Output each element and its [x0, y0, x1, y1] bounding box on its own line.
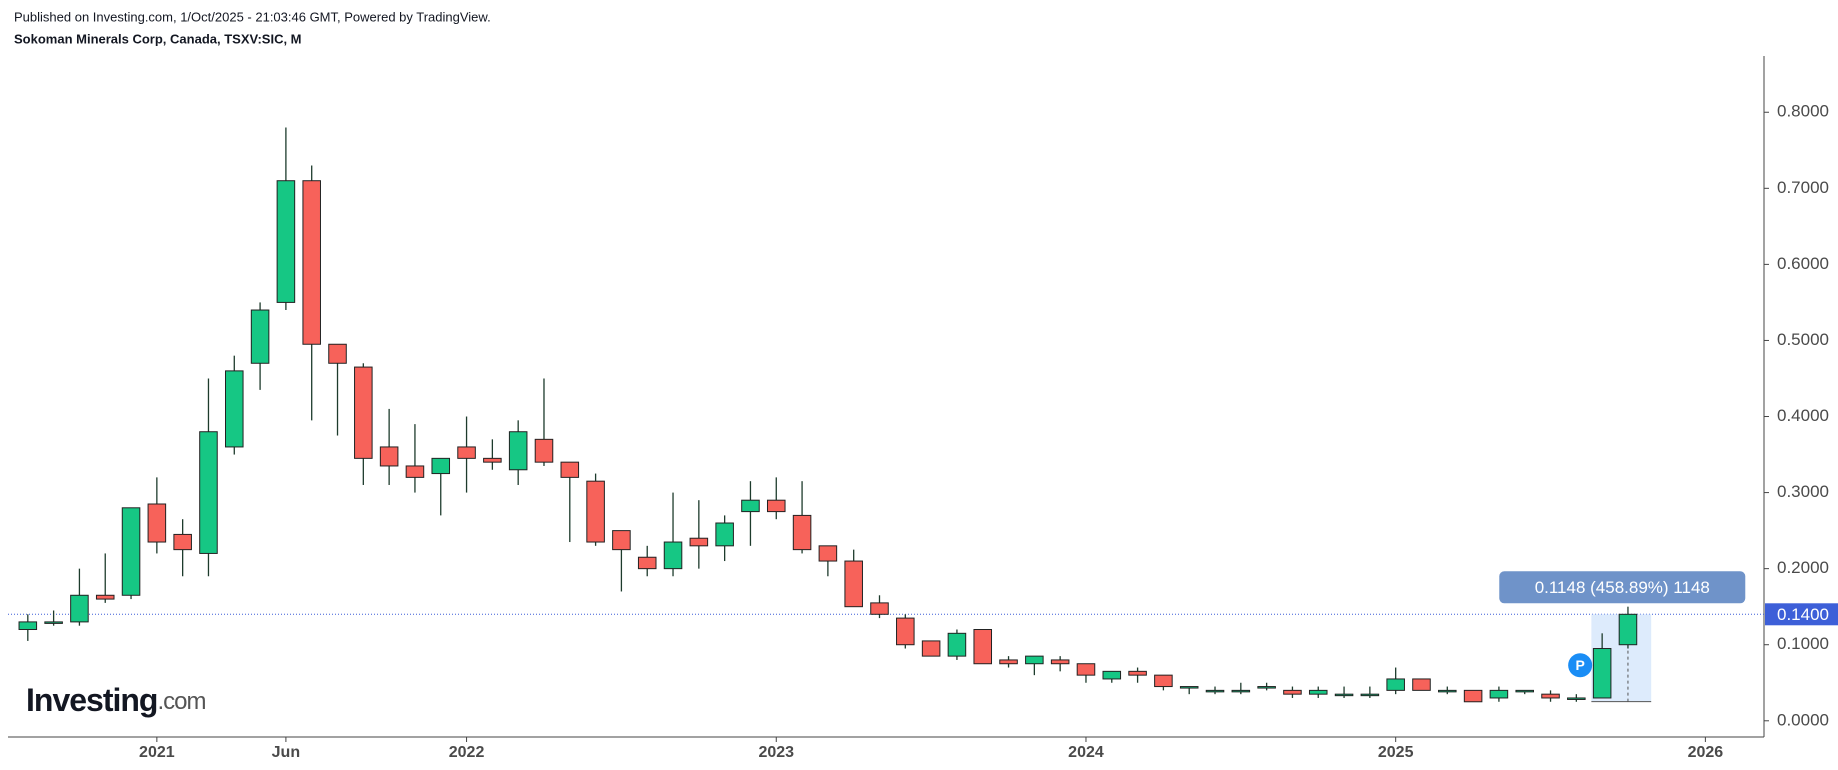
measure-label-bg	[1499, 571, 1746, 604]
y-tick-label: 0.0000	[1777, 710, 1829, 729]
candle-body	[483, 457, 502, 463]
candle-body	[947, 632, 967, 657]
candle-body	[1463, 689, 1483, 703]
candle-body	[1257, 686, 1276, 689]
candle-body	[276, 180, 296, 303]
candle-body	[457, 446, 476, 459]
candle-body	[1283, 689, 1302, 695]
candle-body	[1438, 689, 1457, 693]
candle-body	[1050, 659, 1070, 665]
candle-body	[818, 545, 838, 562]
logo-suffix: .com	[157, 688, 205, 715]
candle-body	[999, 659, 1018, 665]
candle-body	[1592, 648, 1612, 699]
candle-body	[1515, 689, 1534, 693]
candle-body	[173, 533, 192, 551]
symbol-title: Sokoman Minerals Corp, Canada, TSXV:SIC,…	[14, 31, 302, 46]
candle-body	[896, 617, 915, 646]
candle-body	[250, 309, 270, 364]
candle-body	[95, 594, 115, 600]
candle-body	[973, 629, 993, 665]
x-tick-label: 2026	[1688, 744, 1724, 761]
candle-body	[70, 594, 89, 623]
y-tick-label: 0.8000	[1777, 102, 1829, 121]
candle-body	[844, 560, 863, 608]
candle-body	[1541, 693, 1560, 699]
candle-body	[1102, 670, 1122, 680]
candle-body	[1567, 697, 1586, 700]
x-tick-label: 2023	[758, 744, 794, 761]
measure-label: 0.1148 (458.89%) 1148	[1499, 571, 1746, 604]
candle-body	[508, 431, 528, 471]
candle-body	[1489, 689, 1509, 699]
x-tick-label: 2024	[1068, 744, 1104, 761]
candle-body	[1334, 693, 1354, 697]
y-tick-label: 0.4000	[1777, 406, 1829, 425]
candle-body	[1128, 670, 1147, 676]
candle-body	[1360, 693, 1380, 697]
candle-body	[586, 480, 605, 543]
candle-body	[405, 465, 425, 478]
candle-body	[44, 621, 63, 624]
x-tick-label: 2025	[1378, 744, 1414, 761]
logo: Investing.com	[26, 682, 205, 718]
y-tick-label: 0.3000	[1777, 482, 1829, 501]
candle-body	[766, 499, 786, 513]
candle-body	[328, 343, 347, 364]
last-price-tag	[1765, 603, 1838, 626]
last-price-label: 0.1400	[1777, 605, 1829, 624]
x-tick-label: 2022	[449, 744, 485, 761]
candle-body	[637, 556, 657, 570]
candle-body	[199, 431, 218, 554]
x-tick-label: Jun	[272, 744, 300, 761]
candle-body	[715, 522, 734, 547]
candle-body	[18, 621, 38, 631]
x-tick-label: 2021	[139, 744, 175, 761]
candle-body	[870, 602, 889, 615]
candle-body	[1386, 678, 1405, 691]
candle-body	[1025, 655, 1044, 665]
candle-body	[741, 499, 760, 513]
y-tick-label: 0.2000	[1777, 558, 1829, 577]
candle-body	[1076, 663, 1096, 676]
candle-body	[792, 514, 812, 551]
marker-icon	[1568, 653, 1593, 678]
y-tick-label: 0.7000	[1777, 178, 1829, 197]
candle-body	[121, 507, 141, 596]
candle-body	[1231, 689, 1251, 693]
candle-body	[1179, 686, 1199, 689]
candle-body	[560, 461, 580, 478]
marker-text: P	[1575, 657, 1584, 673]
candle-body	[225, 370, 244, 448]
candle-body	[612, 530, 631, 551]
logo-name: Investing	[26, 682, 157, 718]
y-tick-label: 0.6000	[1777, 254, 1829, 273]
measure-label-text: 0.1148 (458.89%) 1148	[1535, 578, 1710, 597]
candle-body	[1308, 689, 1328, 695]
candle-body	[663, 541, 683, 570]
candle-body	[1412, 678, 1431, 691]
y-tick-label: 0.5000	[1777, 330, 1829, 349]
candle-body	[354, 366, 373, 459]
candle-body	[379, 446, 399, 467]
candle-body	[1154, 674, 1173, 688]
published-note: Published on Investing.com, 1/Oct/2025 -…	[14, 9, 491, 24]
candle-body	[534, 438, 554, 463]
candle-body	[1205, 689, 1225, 693]
candle-body	[147, 503, 167, 543]
candle-body	[431, 457, 451, 475]
y-tick-label: 0.1000	[1777, 634, 1829, 653]
candle-body	[302, 180, 321, 345]
candle-body	[1618, 613, 1638, 646]
candle-body	[921, 640, 941, 657]
candle-body	[689, 537, 709, 547]
